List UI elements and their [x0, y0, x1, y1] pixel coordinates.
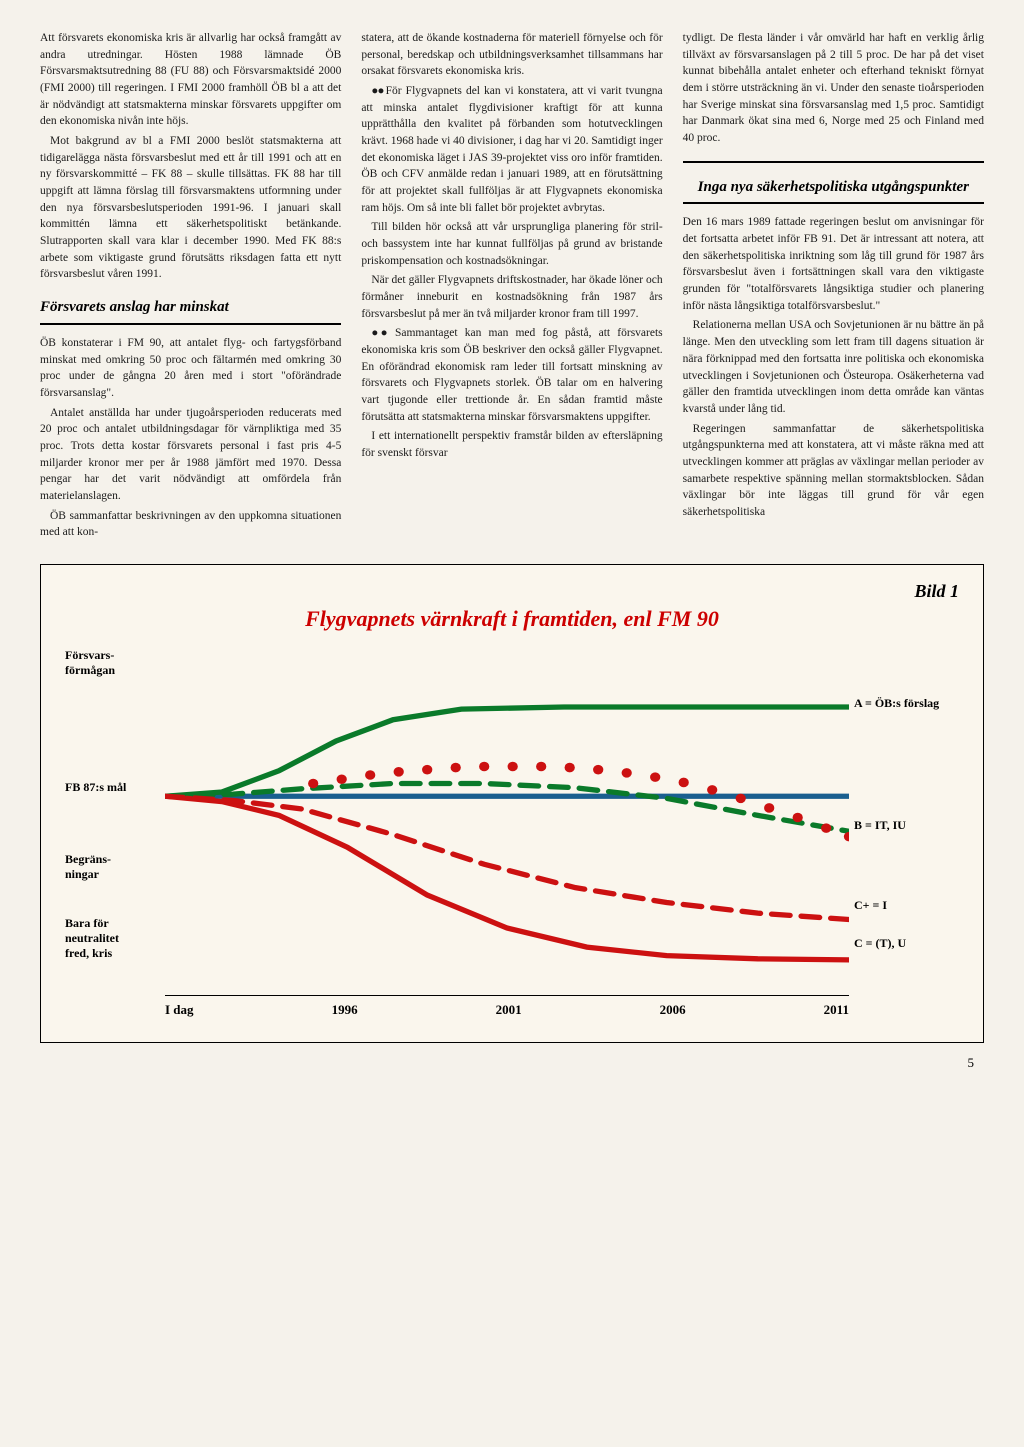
body-text: tydligt. De flesta länder i vår omvärld …	[683, 30, 984, 147]
text-columns: Att försvarets ekonomiska kris är allvar…	[40, 30, 984, 544]
figure-label: Bild 1	[65, 581, 959, 602]
chart-svg	[165, 656, 849, 996]
y-axis-label: Bara för neutralitet fred, kris	[65, 916, 160, 961]
chart-figure: Bild 1 Flygvapnets värnkraft i framtiden…	[40, 564, 984, 1043]
column-3: tydligt. De flesta länder i vår omvärld …	[683, 30, 984, 544]
section-heading: Inga nya säkerhetspolitiska utgångspunkt…	[683, 177, 984, 199]
x-tick: 2011	[824, 1002, 849, 1018]
curve-red-solid	[165, 796, 849, 960]
body-text: I ett internationellt perspektiv framstå…	[361, 428, 662, 461]
page-number: 5	[40, 1055, 984, 1071]
column-1: Att försvarets ekonomiska kris är allvar…	[40, 30, 341, 544]
body-text: Sammantaget kan man med fog påstå, att f…	[361, 325, 662, 425]
body-text: Mot bakgrund av bl a FMI 2000 beslöt sta…	[40, 133, 341, 283]
y-axis-label: Begräns- ningar	[65, 852, 160, 882]
x-tick: I dag	[165, 1002, 194, 1018]
body-text: Att försvarets ekonomiska kris är allvar…	[40, 30, 341, 130]
x-tick: 2001	[496, 1002, 522, 1018]
section-rule	[40, 323, 341, 325]
chart-plot-area: Försvars- förmågan FB 87:s mål Begräns- …	[165, 656, 849, 996]
column-2: statera, att de ökande kostnaderna för m…	[361, 30, 662, 544]
chart-title: Flygvapnets värnkraft i framtiden, enl F…	[65, 606, 959, 632]
y-axis-label: Försvars- förmågan	[65, 648, 160, 678]
body-text: Den 16 mars 1989 fattade regeringen besl…	[683, 214, 984, 314]
body-text: För Flygvapnets del kan vi konstatera, a…	[361, 83, 662, 216]
body-text: ÖB sammanfattar beskrivningen av den upp…	[40, 508, 341, 541]
body-text: Relationerna mellan USA och Sovjetunione…	[683, 317, 984, 417]
x-axis-ticks: I dag 1996 2001 2006 2011	[165, 1002, 849, 1018]
y-axis-label: FB 87:s mål	[65, 780, 160, 795]
body-text: Regeringen sammanfattar de säkerhetspoli…	[683, 421, 984, 521]
series-label: C = (T), U	[854, 936, 959, 951]
page-container: Att försvarets ekonomiska kris är allvar…	[0, 0, 1024, 1091]
section-heading: Försvarets anslag har minskat	[40, 297, 341, 319]
section-rule	[683, 161, 984, 163]
series-label: C+ = I	[854, 898, 959, 913]
body-text: Antalet anställda har under tjugoårsperi…	[40, 405, 341, 505]
x-tick: 1996	[332, 1002, 358, 1018]
curve-red-dots	[308, 762, 849, 842]
section-rule	[683, 202, 984, 204]
x-tick: 2006	[660, 1002, 686, 1018]
body-text: ÖB konstaterar i FM 90, att antalet flyg…	[40, 335, 341, 402]
body-text: statera, att de ökande kostnaderna för m…	[361, 30, 662, 80]
body-text: Till bilden hör också att vår ursprungli…	[361, 219, 662, 269]
series-label: A = ÖB:s förslag	[854, 696, 959, 711]
series-label: B = IT, IU	[854, 818, 959, 833]
body-text: När det gäller Flygvapnets driftskostnad…	[361, 272, 662, 322]
